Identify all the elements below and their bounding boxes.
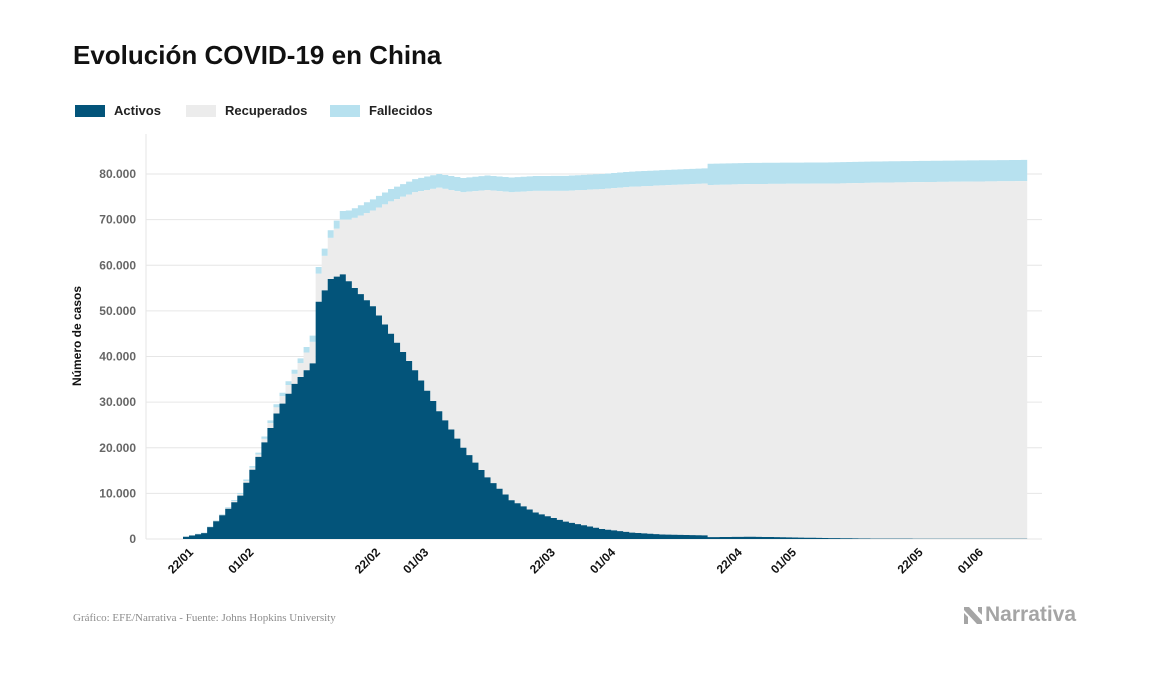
series-area-activos bbox=[183, 274, 1028, 539]
x-tick-label: 01/04 bbox=[587, 545, 618, 576]
y-tick-label: 80.000 bbox=[99, 167, 136, 181]
x-tick-label: 01/05 bbox=[768, 545, 799, 576]
series-area-recuperados bbox=[183, 181, 1028, 539]
x-tick-label: 01/06 bbox=[955, 545, 986, 576]
legend-label-fallecidos: Fallecidos bbox=[369, 103, 433, 118]
legend-label-activos: Activos bbox=[114, 103, 161, 118]
y-tick-label: 10.000 bbox=[99, 486, 136, 500]
y-tick-label: 20.000 bbox=[99, 441, 136, 455]
x-tick-label: 22/05 bbox=[895, 545, 926, 576]
legend-item-activos: Activos bbox=[75, 103, 161, 118]
source-credit: Gráfico: EFE/Narrativa - Fuente: Johns H… bbox=[73, 612, 336, 624]
legend-swatch-recuperados bbox=[186, 104, 216, 117]
chart-title: Evolución COVID-19 en China bbox=[73, 40, 442, 70]
legend-item-fallecidos: Fallecidos bbox=[330, 103, 433, 118]
y-tick-label: 0 bbox=[129, 532, 136, 546]
x-tick-label: 01/02 bbox=[225, 545, 256, 576]
x-tick-label: 01/03 bbox=[400, 545, 431, 576]
x-tick-label: 22/01 bbox=[165, 545, 196, 576]
y-tick-label: 50.000 bbox=[99, 304, 136, 318]
x-tick-label: 22/02 bbox=[352, 545, 383, 576]
legend-label-recuperados: Recuperados bbox=[225, 103, 308, 118]
y-tick-label: 40.000 bbox=[99, 350, 136, 364]
narrativa-logo-icon bbox=[964, 607, 982, 624]
x-tick-label: 22/04 bbox=[714, 545, 745, 576]
legend-swatch-fallecidos bbox=[330, 104, 360, 117]
y-tick-label: 70.000 bbox=[99, 213, 136, 227]
x-tick-label: 22/03 bbox=[527, 545, 558, 576]
brand-logo: Narrativa bbox=[963, 603, 1076, 627]
legend-swatch-activos bbox=[75, 104, 105, 117]
brand-name: Narrativa bbox=[985, 603, 1077, 626]
y-tick-label: 60.000 bbox=[99, 258, 136, 272]
y-tick-label: 30.000 bbox=[99, 395, 136, 409]
y-axis-label: Número de casos bbox=[70, 286, 84, 386]
legend-item-recuperados: Recuperados bbox=[186, 103, 307, 118]
